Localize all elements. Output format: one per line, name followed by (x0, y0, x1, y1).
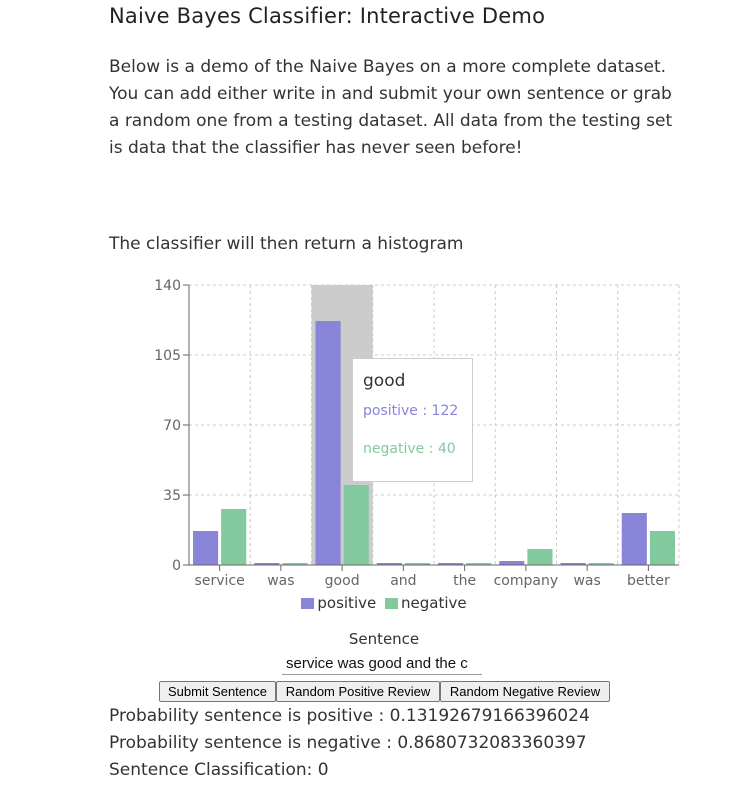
bar-negative-0[interactable] (221, 509, 247, 565)
histogram-note: The classifier will then return a histog… (109, 234, 464, 254)
x-tick-label-7: better (627, 573, 670, 589)
x-tick-label-4: the (453, 573, 476, 589)
y-tick-label-2: 70 (163, 418, 181, 434)
bar-negative-1[interactable] (282, 563, 308, 565)
random-negative-review-button[interactable]: Random Negative Review (440, 681, 610, 702)
bar-positive-3[interactable] (376, 563, 402, 565)
sentence-input[interactable] (282, 653, 482, 675)
bar-negative-5[interactable] (527, 549, 553, 565)
legend-label-positive: positive (317, 594, 377, 612)
y-tick-label-0: 0 (172, 558, 181, 574)
x-tick-label-6: was (573, 573, 600, 589)
bar-negative-4[interactable] (466, 563, 492, 565)
tooltip-positive: positive : 122 (363, 403, 459, 419)
bar-positive-7[interactable] (621, 513, 647, 565)
bar-positive-0[interactable] (193, 531, 219, 565)
x-tick-label-5: company (494, 573, 559, 589)
x-tick-label-3: and (390, 573, 416, 589)
y-tick-label-4: 140 (154, 278, 181, 294)
x-tick-label-2: good (325, 573, 360, 589)
bar-positive-6[interactable] (560, 563, 586, 565)
legend-swatch-positive (301, 598, 315, 609)
word-histogram-chart[interactable]: 0 35 70 105 140 service was good and the company wa… (0, 0, 737, 625)
random-positive-review-button[interactable]: Random Positive Review (276, 681, 440, 702)
chart-legend: positive negative (0, 594, 737, 612)
legend-item-positive[interactable]: positive (301, 594, 376, 612)
legend-item-negative[interactable]: negative (385, 594, 467, 612)
tooltip-title: good (363, 371, 406, 391)
sentence-label: Sentence (348, 630, 420, 648)
page-title: Naive Bayes Classifier: Interactive Demo (109, 4, 546, 28)
legend-label-negative: negative (401, 594, 467, 612)
legend-swatch-negative (385, 598, 398, 609)
intro-paragraph: Below is a demo of the Naive Bayes on a … (109, 57, 673, 158)
bar-positive-1[interactable] (254, 563, 280, 565)
y-tick-label-1: 35 (163, 488, 181, 504)
probability-negative: Probability sentence is negative : 0.868… (109, 733, 587, 753)
bar-positive-5[interactable] (499, 561, 525, 565)
bar-negative-7[interactable] (649, 531, 675, 565)
chart-tooltip: good positive : 122 negative : 40 (352, 358, 473, 482)
x-tick-label-1: was (267, 573, 294, 589)
submit-sentence-button[interactable]: Submit Sentence (159, 681, 276, 702)
bar-positive-4[interactable] (438, 563, 464, 565)
bar-positive-2[interactable] (315, 321, 341, 565)
y-tick-label-3: 105 (154, 348, 181, 364)
sentence-classification: Sentence Classification: 0 (109, 760, 329, 780)
bar-negative-2[interactable] (343, 485, 369, 565)
results-panel: Probability sentence is positive : 0.131… (109, 703, 590, 784)
bar-negative-3[interactable] (404, 563, 430, 565)
tooltip-negative: negative : 40 (363, 441, 456, 457)
probability-positive: Probability sentence is positive : 0.131… (109, 706, 590, 726)
bar-negative-6[interactable] (588, 563, 614, 565)
action-buttons: Submit Sentence Random Positive Review R… (159, 681, 610, 702)
x-tick-label-0: service (195, 573, 245, 589)
